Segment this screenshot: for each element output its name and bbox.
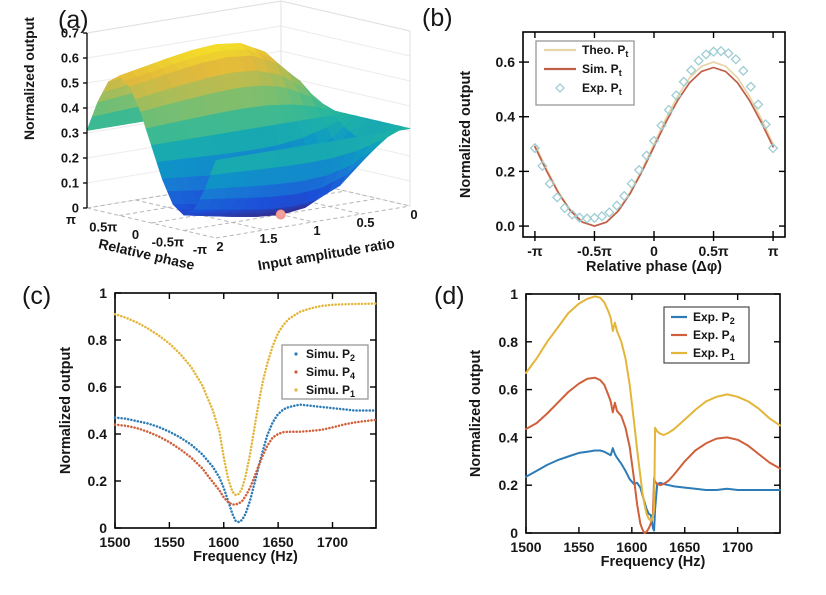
series-exp-pt [529,45,779,224]
panel-d-letter: (d) [434,282,465,310]
axes: 1500 1550 1600 1650 1700 0 0.2 0.4 0.6 0.8 1 [88,285,377,550]
line-plot-simulated-frequency-response: 1500 1550 1600 1650 1700 0 0.2 0.4 0.6 0.8 1 Simu. … [58,285,378,565]
svg-text:-0.5π: -0.5π [152,235,184,250]
svg-text:1650: 1650 [263,534,294,550]
panel-b-letter: (b) [422,4,453,32]
svg-text:1700: 1700 [317,534,348,550]
axes: 1500 1550 1600 1650 1700 0 0.2 0.4 0.6 0.8 1 [499,286,781,555]
svg-text:Simu. P2: Simu. P2 [306,347,355,363]
svg-text:0.6: 0.6 [499,382,519,398]
minimum-point-marker [275,209,286,220]
series-simu-p4 [113,418,378,506]
svg-text:0.1: 0.1 [61,176,79,191]
svg-text:0: 0 [99,520,107,536]
svg-text:0.4: 0.4 [499,429,519,445]
axes: -π -0.5π 0 0.5π π 0.0 0.2 0.4 0.6 [496,31,786,259]
svg-text:-π: -π [527,243,543,259]
svg-text:Normalized output: Normalized output [21,17,37,140]
series-exp-p1 [525,295,781,523]
axis-labels: Frequency (Hz) Normalized output [58,347,298,565]
svg-text:0: 0 [132,227,139,242]
svg-text:-0.5π: -0.5π [577,243,612,259]
svg-text:Sim. Pt: Sim. Pt [582,62,622,78]
panel-c-letter: (c) [22,282,52,310]
svg-text:1: 1 [313,223,320,238]
svg-text:Relative phase (Δφ): Relative phase (Δφ) [586,259,722,275]
svg-text:Normalized output: Normalized output [458,71,474,198]
series-sim-pt [534,66,774,227]
svg-text:0.2: 0.2 [496,163,516,179]
svg-text:1.5: 1.5 [259,231,277,246]
svg-text:Frequency (Hz): Frequency (Hz) [601,554,706,570]
surface-plot-normalized-output: 0 0.1 0.2 0.3 0.4 0.5 0.6 0.7 π 0.5π 0 -0.5π -π 2 1.5 1… [21,0,418,273]
series-simu-p2 [113,403,378,524]
line-plot-experimental-frequency-response: 1500 1550 1600 1650 1700 0 0.2 0.4 0.6 0.8 1 Exp. P… [468,286,781,570]
svg-text:0: 0 [650,243,658,259]
svg-text:1500: 1500 [99,534,130,550]
svg-text:π: π [66,212,76,227]
svg-text:0.7: 0.7 [61,26,79,41]
svg-text:Normalized output: Normalized output [58,347,74,474]
svg-text:1: 1 [510,286,518,302]
svg-text:0.4: 0.4 [496,109,516,125]
svg-text:Exp. P1: Exp. P1 [693,346,735,362]
legend: Theo. Pt Sim. Pt Exp. Pt [535,40,635,106]
svg-text:Exp. P4: Exp. P4 [693,328,735,344]
svg-text:2: 2 [216,239,223,254]
svg-text:0: 0 [72,201,79,216]
svg-text:0.4: 0.4 [61,101,80,116]
svg-text:π: π [768,243,779,259]
series-simu-p1 [113,302,378,497]
svg-text:0.6: 0.6 [88,379,108,395]
svg-text:0.6: 0.6 [496,54,516,70]
svg-text:0.2: 0.2 [61,151,79,166]
svg-text:Normalized output: Normalized output [468,350,484,477]
line-plot-phase-response: -π -0.5π 0 0.5π π 0.0 0.2 0.4 0.6 Theo. Pt Sim. Pt… [458,31,786,275]
svg-text:1500: 1500 [510,539,541,555]
svg-text:Exp. P2: Exp. P2 [693,310,735,326]
axis-labels: Relative phase (Δφ) Normalized output [458,71,722,275]
svg-text:1600: 1600 [616,539,647,555]
series-exp-p4 [525,376,781,534]
svg-text:0.0: 0.0 [496,218,516,234]
svg-text:0.5π: 0.5π [698,243,728,259]
svg-text:0.6: 0.6 [61,51,79,66]
panel-a-letter: (a) [58,6,89,34]
svg-text:Exp. Pt: Exp. Pt [582,81,622,97]
svg-text:0.5: 0.5 [61,76,79,91]
svg-text:Simu. P4: Simu. P4 [306,365,355,381]
z-axis: 0 0.1 0.2 0.3 0.4 0.5 0.6 0.7 [61,26,88,216]
legend: Simu. P2 Simu. P4 Simu. P1 [281,344,369,400]
svg-text:0.2: 0.2 [499,477,519,493]
svg-text:0: 0 [510,525,518,541]
svg-text:Theo. Pt: Theo. Pt [582,43,628,59]
axis-labels: Frequency (Hz) Normalized output [468,350,706,570]
svg-text:Frequency (Hz): Frequency (Hz) [193,549,298,565]
svg-text:0.2: 0.2 [88,473,108,489]
svg-text:0.8: 0.8 [88,332,108,348]
svg-text:0.5π: 0.5π [89,220,117,235]
svg-text:1550: 1550 [563,539,594,555]
legend: Exp. P2 Exp. P4 Exp. P1 [663,306,750,364]
svg-text:Simu. P1: Simu. P1 [306,383,355,399]
svg-text:0.4: 0.4 [88,426,108,442]
svg-text:1700: 1700 [722,539,753,555]
svg-text:1550: 1550 [154,534,185,550]
svg-text:0.3: 0.3 [61,126,79,141]
svg-text:0: 0 [410,207,417,222]
svg-text:1: 1 [99,285,107,301]
svg-text:1600: 1600 [208,534,239,550]
svg-text:0.5: 0.5 [356,215,374,230]
svg-text:0.8: 0.8 [499,334,519,350]
svg-text:1650: 1650 [669,539,700,555]
surface-mesh [86,43,411,217]
svg-text:-π: -π [193,242,207,257]
